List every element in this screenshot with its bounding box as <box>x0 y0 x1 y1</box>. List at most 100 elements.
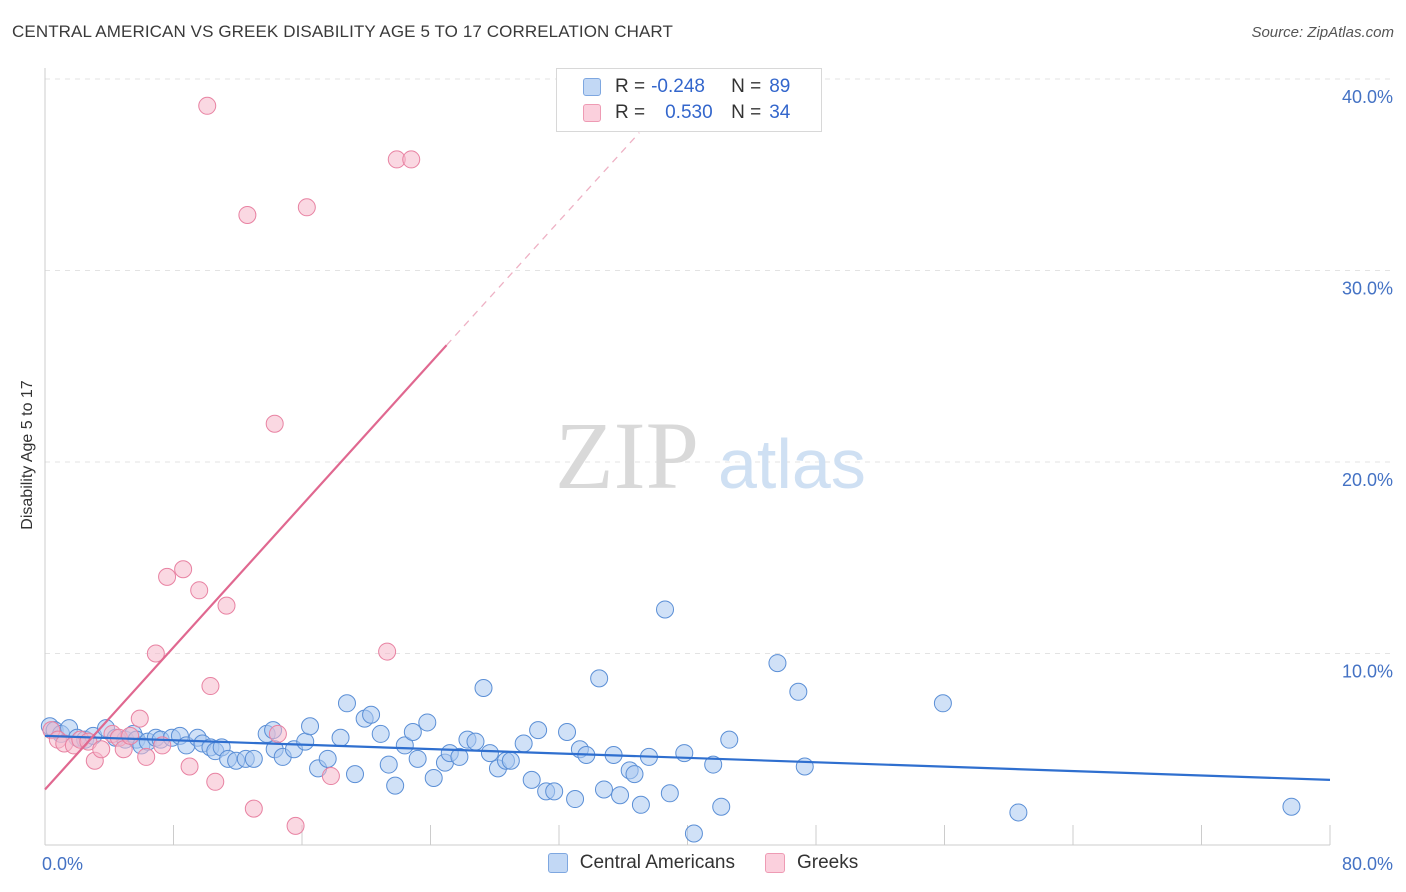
y-tick-labels: 10.0% 20.0% 30.0% 40.0% <box>1342 87 1393 682</box>
central-americans-point <box>514 734 533 753</box>
greeks-point <box>180 757 199 776</box>
legend-n-label: N = <box>731 76 762 97</box>
legend-swatch-central-americans <box>547 853 568 873</box>
greeks-point <box>265 414 284 433</box>
greeks-point <box>402 150 421 169</box>
greeks-trend-extension <box>446 132 640 346</box>
legend-label-central-americans: Central Americans <box>579 852 735 873</box>
legend-swatch-greeks <box>583 104 601 122</box>
central-americans-point <box>789 682 808 701</box>
central-americans-point <box>660 784 679 803</box>
correlation-legend: R = -0.248 N = 89 R = 0.530 N = 34 <box>556 68 822 132</box>
legend-row-central-americans: R = -0.248 N = 89 <box>583 75 790 99</box>
greeks-point <box>146 644 165 663</box>
legend-item-greeks: Greeks <box>764 852 859 874</box>
legend-r-label: R = <box>615 76 646 97</box>
central-americans-point <box>337 694 356 713</box>
y-tick-label: 40.0% <box>1342 87 1393 107</box>
x-tick-label-min: 0.0% <box>42 854 83 874</box>
central-americans-point <box>1009 803 1028 822</box>
central-americans-point <box>244 749 263 768</box>
trend-lines <box>44 132 1331 791</box>
legend-n-value: 34 <box>769 102 791 123</box>
greeks-point <box>286 816 305 835</box>
central-americans-point <box>631 795 650 814</box>
greeks-point <box>378 642 397 661</box>
central-americans-point <box>656 600 675 619</box>
central-americans-point <box>379 755 398 774</box>
y-tick-label: 30.0% <box>1342 279 1393 299</box>
greeks-point <box>238 205 257 224</box>
central-americans-point <box>318 749 337 768</box>
greeks-point <box>321 767 340 786</box>
central-americans-point <box>371 724 390 743</box>
central-americans-point <box>408 749 427 768</box>
chart-title: CENTRAL AMERICAN VS GREEK DISABILITY AGE… <box>12 22 673 41</box>
legend-row-greeks: R = 0.530 N = 34 <box>583 101 790 125</box>
legend-swatch-greeks <box>764 853 785 873</box>
central-americans-point <box>466 732 485 751</box>
central-americans-point <box>1282 797 1301 816</box>
greeks-point <box>174 560 193 579</box>
legend-r-value: -0.248 <box>651 76 705 97</box>
central-americans-point <box>346 765 365 784</box>
central-americans-point <box>480 744 499 763</box>
x-tick-labels: 0.0% 80.0% <box>42 854 1393 874</box>
watermark-atlas: atlas <box>718 425 866 503</box>
legend-label-greeks: Greeks <box>796 852 859 873</box>
greeks-point <box>158 567 177 586</box>
series-legend: Central Americans Greeks <box>0 852 1406 874</box>
central-americans-trend-line <box>44 734 1331 781</box>
greeks-points <box>42 96 421 835</box>
watermark-zip: ZIP <box>555 402 699 509</box>
central-americans-point <box>933 694 952 713</box>
greeks-point <box>198 96 217 115</box>
greeks-point <box>153 736 172 755</box>
central-americans-point <box>474 678 493 697</box>
central-americans-points <box>40 600 1301 843</box>
central-americans-point <box>450 747 469 766</box>
greeks-point <box>201 677 220 696</box>
legend-r-value: 0.530 <box>665 102 713 123</box>
greeks-point <box>92 740 111 759</box>
legend-n-label: N = <box>731 102 762 123</box>
central-americans-point <box>720 730 739 749</box>
central-americans-point <box>522 770 541 789</box>
central-americans-point <box>362 705 381 724</box>
central-americans-point <box>386 776 405 795</box>
central-americans-point <box>296 732 315 751</box>
legend-item-central-americans: Central Americans <box>547 852 735 874</box>
greeks-point <box>121 726 140 745</box>
y-tick-label: 10.0% <box>1342 662 1393 682</box>
greeks-point <box>206 772 225 791</box>
y-tick-label: 20.0% <box>1342 470 1393 490</box>
legend-n-value: 89 <box>769 76 791 97</box>
central-americans-point <box>712 797 731 816</box>
central-americans-point <box>590 669 609 688</box>
greeks-trend-line <box>44 344 448 791</box>
greeks-point <box>268 724 287 743</box>
source-credit: Source: ZipAtlas.com <box>1251 24 1394 41</box>
central-americans-point <box>545 782 564 801</box>
central-americans-point <box>424 768 443 787</box>
central-americans-point <box>501 751 520 770</box>
central-americans-point <box>301 717 320 736</box>
central-americans-point <box>331 728 350 747</box>
greeks-point <box>130 709 149 728</box>
greeks-point <box>137 747 156 766</box>
central-americans-point <box>566 790 585 809</box>
central-americans-point <box>594 780 613 799</box>
central-americans-point <box>418 713 437 732</box>
legend-swatch-central-americans <box>583 78 601 96</box>
central-americans-point <box>625 765 644 784</box>
legend-r-label: R = <box>615 102 646 123</box>
central-americans-point <box>611 786 630 805</box>
central-americans-point <box>795 757 814 776</box>
central-americans-point <box>395 736 414 755</box>
central-americans-point <box>529 721 548 740</box>
greeks-point <box>217 596 236 615</box>
central-americans-point <box>558 723 577 742</box>
x-tick-label-max: 80.0% <box>1342 854 1393 874</box>
greeks-point <box>190 581 209 600</box>
